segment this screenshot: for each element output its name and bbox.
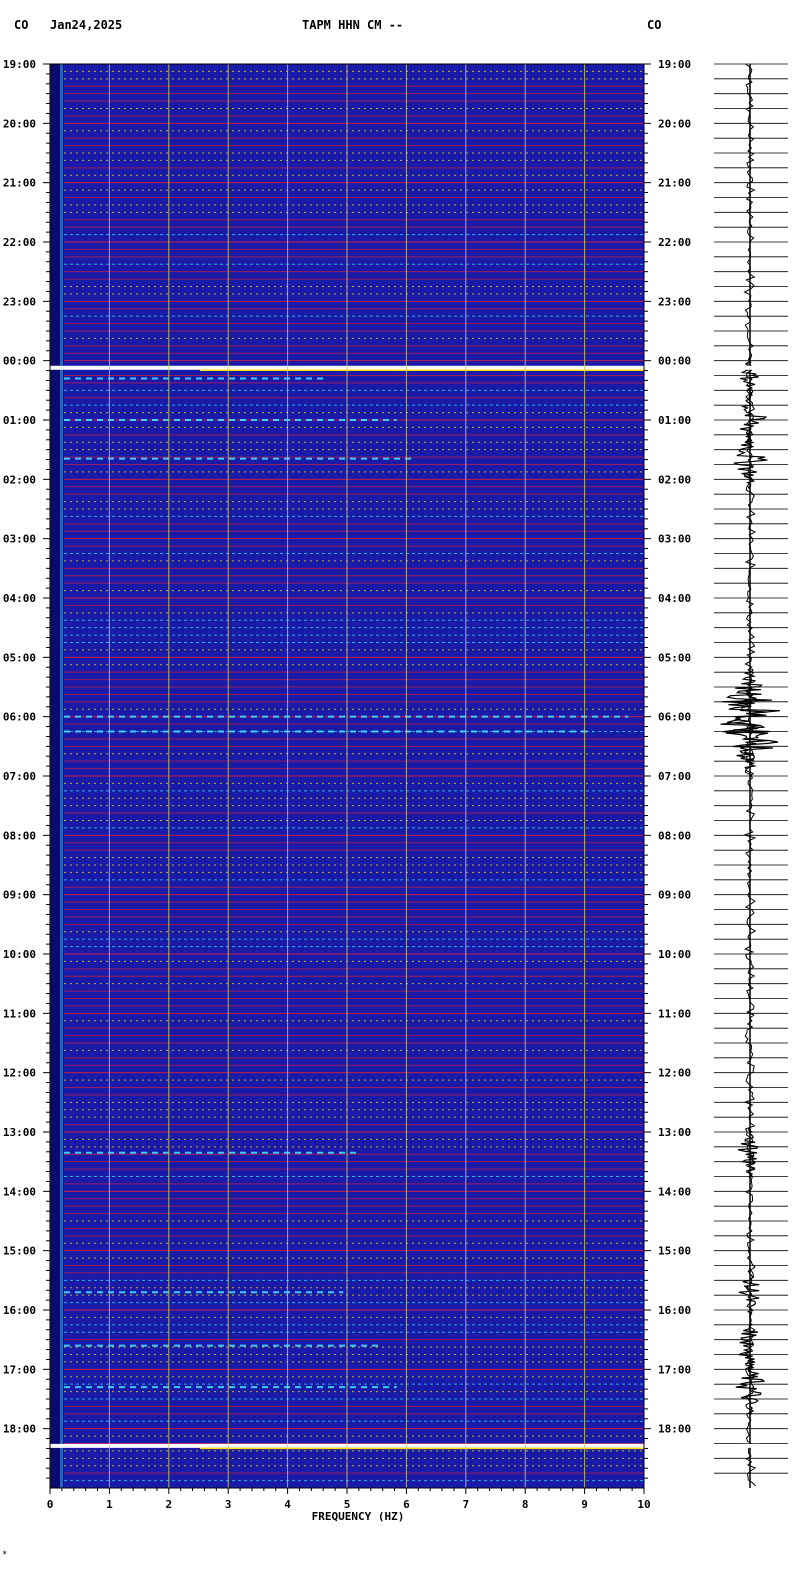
trace-event-burst: [738, 1267, 760, 1317]
y-tick-label-right: 22:00: [658, 236, 691, 249]
y-tick-label-left: 03:00: [3, 533, 36, 546]
y-tick-label-right: 12:00: [658, 1067, 691, 1080]
trace-wiggle: [743, 63, 757, 1487]
y-tick-label-left: 19:00: [3, 58, 36, 71]
trace-event-burst: [735, 1358, 766, 1417]
y-tick-label-right: 05:00: [658, 651, 691, 664]
y-tick-label-right: 09:00: [658, 889, 691, 902]
x-tick-label: 6: [403, 1498, 410, 1511]
y-tick-label-right: 00:00: [658, 355, 691, 368]
y-tick-label-right: 08:00: [658, 829, 691, 842]
y-tick-label-right: 03:00: [658, 533, 691, 546]
y-tick-label-right: 11:00: [658, 1007, 691, 1020]
right-network-code: CO: [647, 18, 662, 32]
y-tick-label-left: 02:00: [3, 473, 36, 486]
spectral-lines: [50, 70, 644, 1482]
y-tick-label-left: 23:00: [3, 295, 36, 308]
x-tick-label: 4: [284, 1498, 291, 1511]
y-tick-label-left: 04:00: [3, 592, 36, 605]
y-tick-label-left: 08:00: [3, 829, 36, 842]
y-tick-label-left: 11:00: [3, 1007, 36, 1020]
y-tick-label-left: 10:00: [3, 948, 36, 961]
x-tick-label: 10: [637, 1498, 650, 1511]
y-tick-label-left: 01:00: [3, 414, 36, 427]
date-label: Jan24,2025: [50, 18, 123, 32]
y-tick-label-right: 17:00: [658, 1363, 691, 1376]
x-tick-label: 9: [581, 1498, 588, 1511]
y-tick-label-left: 21:00: [3, 177, 36, 190]
y-tick-label-right: 07:00: [658, 770, 691, 783]
y-tick-label-left: 05:00: [3, 651, 36, 664]
trace-event-burst: [737, 1127, 759, 1179]
y-tick-label-left: 17:00: [3, 1363, 36, 1376]
y-tick-label-left: 12:00: [3, 1067, 36, 1080]
seismogram-trace: [714, 63, 788, 1488]
y-tick-label-right: 19:00: [658, 58, 691, 71]
axes: 0 1 2 3 4 5 6 7 8 9 10 19:00 19:00 20:00 20:00 21:00 21:…: [3, 58, 691, 1511]
x-tick-label: 1: [106, 1498, 113, 1511]
trace-event-burst: [740, 390, 768, 449]
y-tick-label-left: 14:00: [3, 1185, 36, 1198]
frequency-grid: [108, 64, 586, 1488]
y-tick-label-right: 13:00: [658, 1126, 691, 1139]
y-tick-label-right: 14:00: [658, 1185, 691, 1198]
y-tick-label-left: 16:00: [3, 1304, 36, 1317]
y-tick-label-right: 20:00: [658, 117, 691, 130]
x-tick-label: 2: [165, 1498, 172, 1511]
trace-event-burst: [733, 428, 768, 489]
x-tick-label: 0: [47, 1498, 54, 1511]
y-tick-label-left: 20:00: [3, 117, 36, 130]
y-tick-label-left: 13:00: [3, 1126, 36, 1139]
y-tick-label-left: 18:00: [3, 1423, 36, 1436]
trace-event-burst: [739, 355, 759, 402]
y-tick-label-left: 22:00: [3, 236, 36, 249]
x-tick-label: 7: [462, 1498, 469, 1511]
trace-event-burst: [738, 1318, 758, 1374]
x-tick-label: 8: [522, 1498, 529, 1511]
microseism-band: [60, 64, 63, 1488]
y-tick-label-left: 00:00: [3, 355, 36, 368]
left-network-code: CO: [14, 18, 29, 32]
y-tick-label-right: 23:00: [658, 295, 691, 308]
y-tick-label-right: 15:00: [658, 1245, 691, 1258]
y-tick-label-right: 21:00: [658, 177, 691, 190]
x-axis-label: FREQUENCY (HZ): [312, 1510, 405, 1523]
trace-gap: [740, 1443, 760, 1448]
y-tick-label-right: 06:00: [658, 711, 691, 724]
trace-event-burst: [720, 668, 781, 766]
x-tick-label: 3: [225, 1498, 232, 1511]
y-tick-label-left: 09:00: [3, 889, 36, 902]
y-tick-label-right: 02:00: [658, 473, 691, 486]
y-tick-label-left: 07:00: [3, 770, 36, 783]
y-tick-label-left: 15:00: [3, 1245, 36, 1258]
x-tick-label: 5: [344, 1498, 351, 1511]
footer-mark: *: [2, 1550, 8, 1560]
y-tick-label-right: 10:00: [658, 948, 691, 961]
trace-event-burst: [725, 685, 779, 777]
y-tick-label-right: 16:00: [658, 1304, 691, 1317]
y-tick-label-right: 01:00: [658, 414, 691, 427]
station-title: TAPM HHN CM --: [302, 18, 404, 32]
y-tick-label-left: 06:00: [3, 711, 36, 724]
trace-gap: [740, 365, 760, 370]
y-tick-label-right: 04:00: [658, 592, 691, 605]
y-tick-label-right: 18:00: [658, 1423, 691, 1436]
